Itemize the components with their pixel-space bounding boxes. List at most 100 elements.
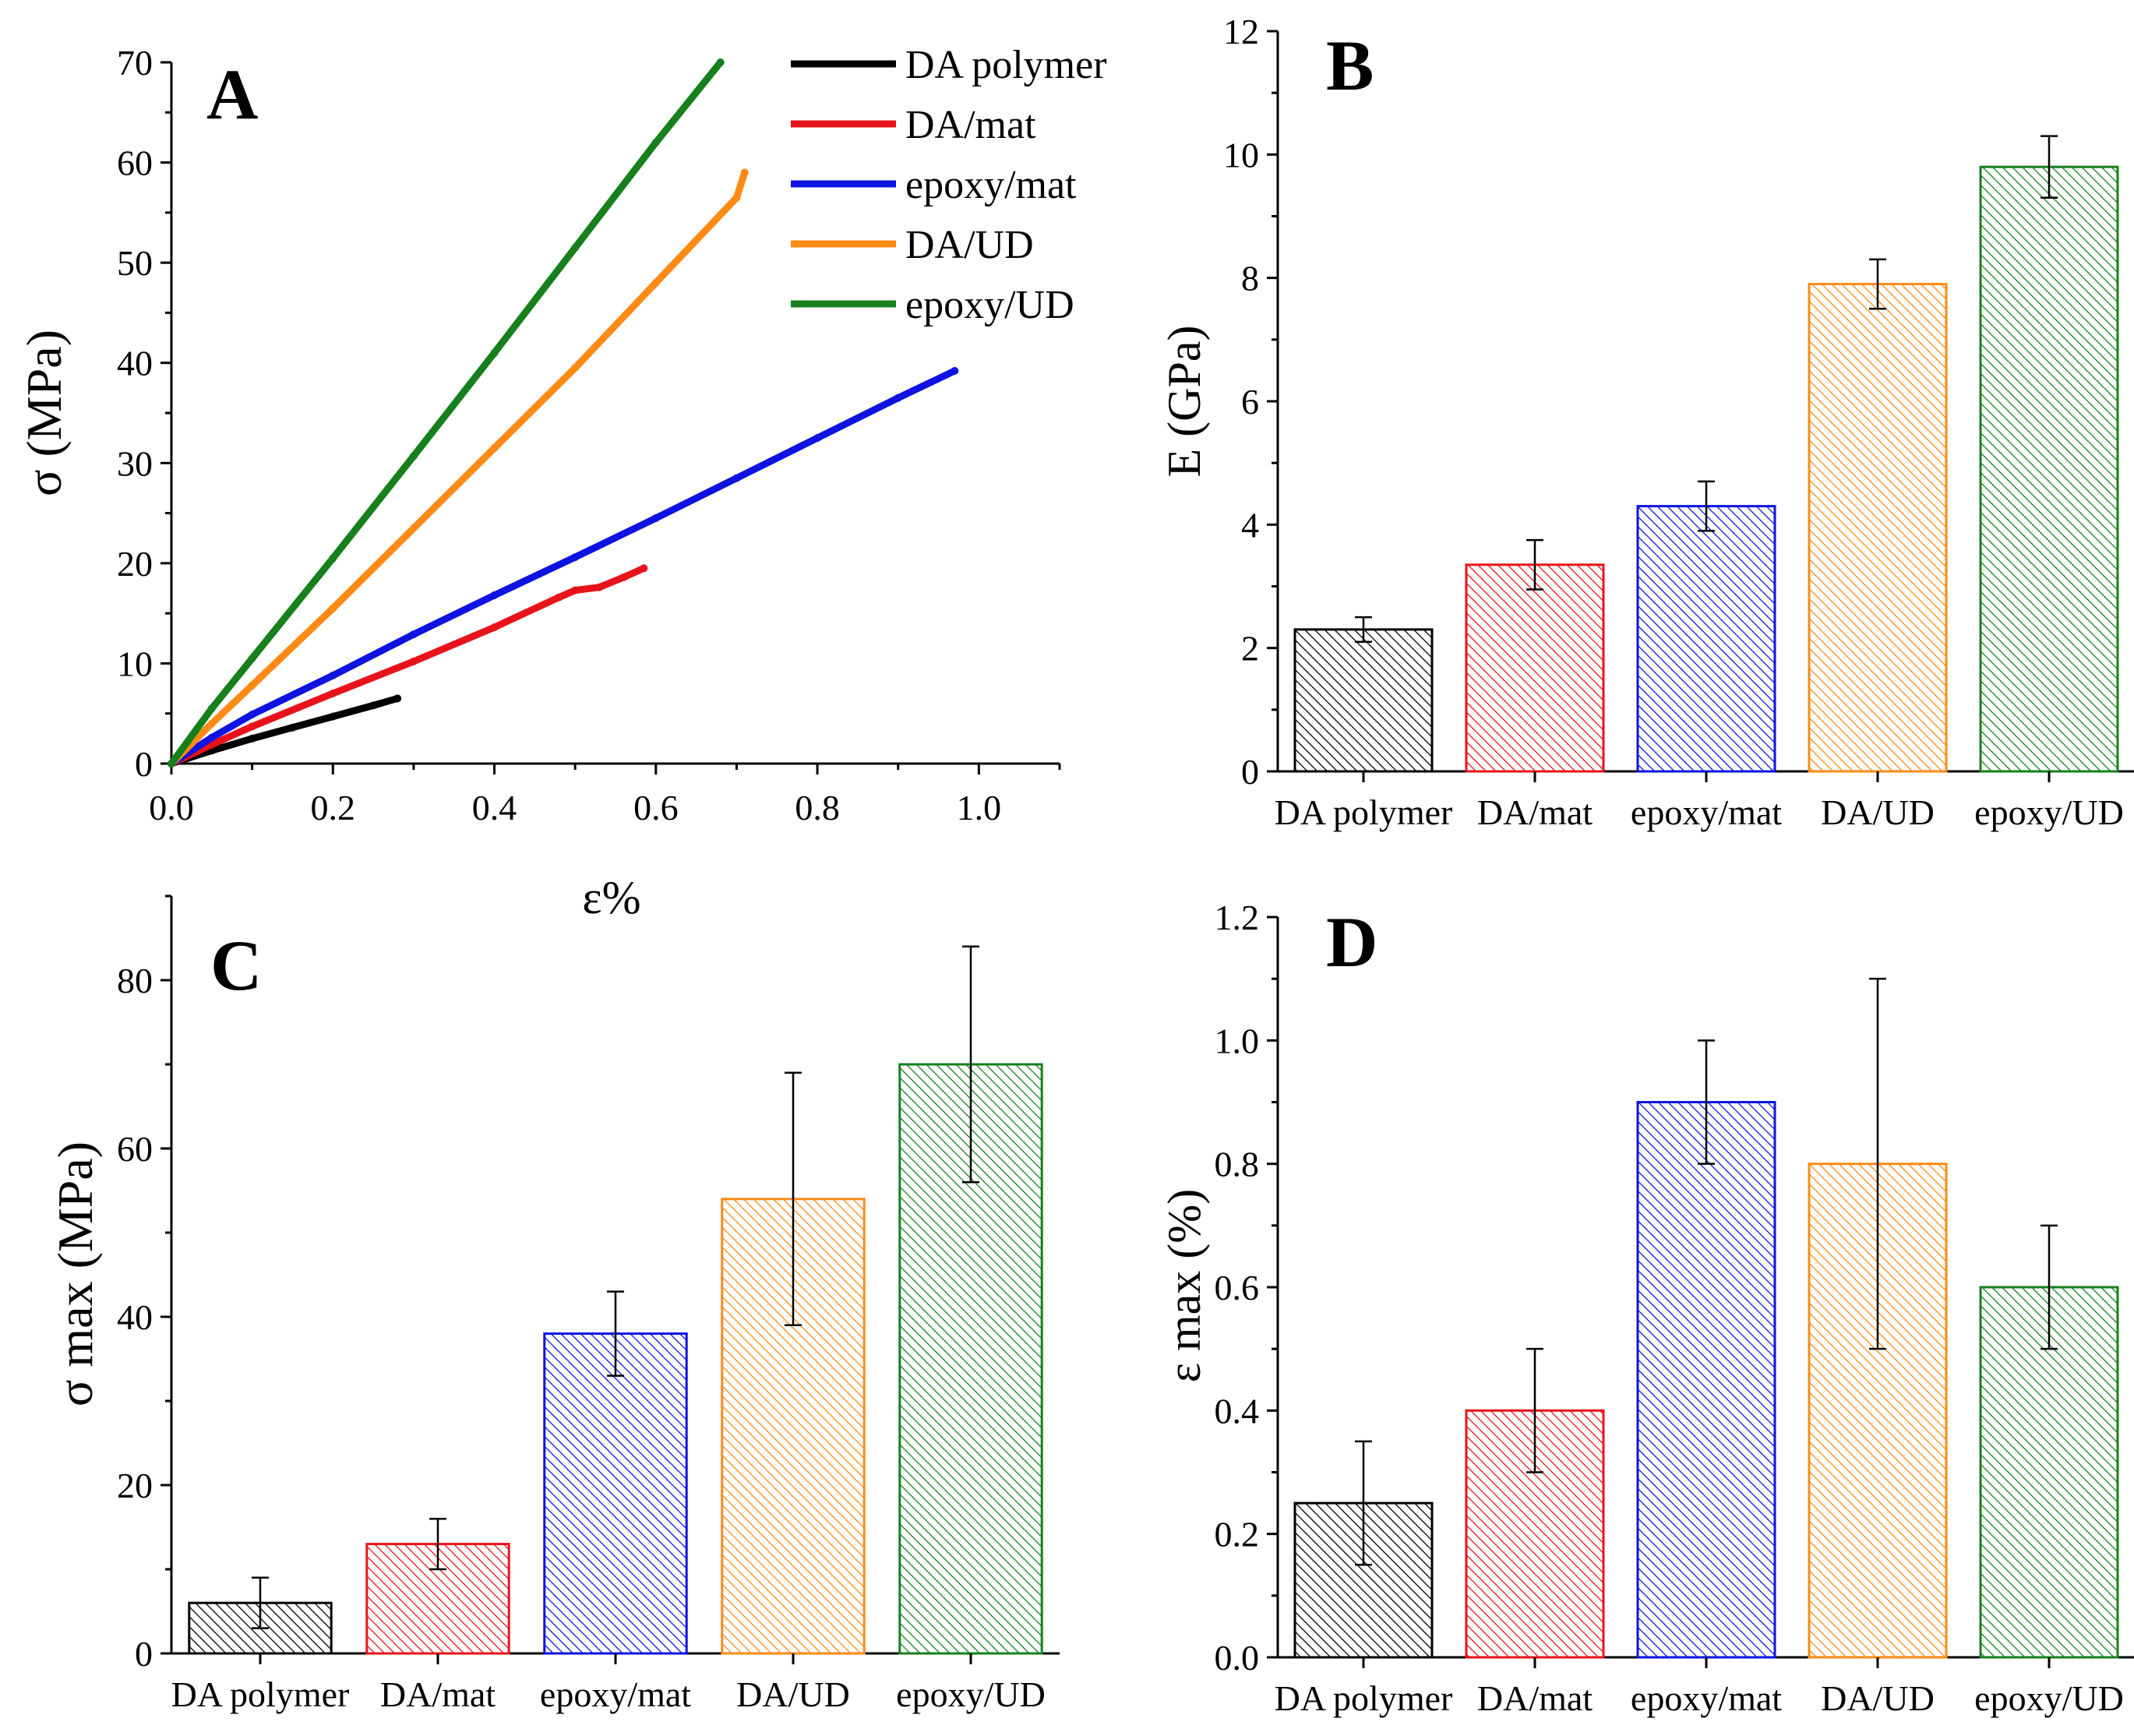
series-line-da-ud: [168, 168, 749, 767]
data-point-da-mat: [595, 583, 604, 591]
bar-da-ud: [1808, 283, 1948, 773]
y-tick-label: 8: [1241, 259, 1259, 298]
y-tick-label: 0.6: [1215, 1268, 1260, 1307]
y-tick-label: 0.8: [1215, 1145, 1260, 1184]
bar-epoxy-ud: [1979, 165, 2119, 773]
y-tick-label: 80: [117, 961, 153, 1000]
data-point-da-ud: [248, 681, 256, 690]
data-point-epoxy-ud: [716, 58, 725, 66]
x-category-label: DA polymer: [1275, 1678, 1453, 1718]
legend-label-da-polymer: DA polymer: [905, 43, 1107, 87]
panel-a-line-chart: 0 10 20 30 40 50 60 70 0.0 0.2 0.4 0.6 0.8 1.0 ε% σ (MP…: [16, 43, 1107, 923]
data-point-epoxy-ud: [651, 138, 660, 146]
data-point-da-ud: [732, 193, 741, 202]
y-tick-label: 40: [117, 1297, 153, 1337]
panel-d-strain-bar-chart: 0.0 0.2 0.4 0.6 0.8 1.0 1.2 DA polymer DA/mat epo…: [1159, 898, 2134, 1718]
y-axis-title: σ max (MPa): [48, 1141, 103, 1406]
data-point-da-mat: [490, 623, 499, 632]
y-tick-label: 0: [1241, 752, 1259, 792]
x-category-label: DA/mat: [1477, 1678, 1593, 1718]
data-point-epoxy-ud: [490, 348, 499, 357]
x-tick-label: 0.0: [149, 788, 194, 827]
y-tick-label: 1.0: [1215, 1021, 1260, 1060]
y-tick-label: 6: [1241, 382, 1259, 422]
y-tick-label: 60: [117, 1129, 153, 1169]
y-tick-label: 1.2: [1215, 898, 1260, 937]
data-point-da-ud: [651, 278, 660, 287]
y-tick-label: 12: [1223, 12, 1259, 51]
data-point-epoxy-ud: [207, 704, 216, 713]
data-point-da-mat: [619, 573, 628, 581]
data-point-epoxy-mat: [490, 591, 499, 599]
bar-epoxy-mat: [1636, 1101, 1776, 1659]
x-category-label: DA/mat: [380, 1674, 496, 1714]
data-point-da-ud: [740, 168, 749, 177]
x-category-label: DA polymer: [171, 1674, 350, 1714]
data-point-epoxy-mat: [651, 514, 660, 522]
bar-epoxy-mat: [543, 1332, 688, 1655]
y-tick-label: 0.2: [1215, 1515, 1260, 1554]
x-tick-label: 0.2: [311, 788, 356, 827]
x-tick-label: 0.4: [472, 788, 517, 827]
panel-letter: B: [1326, 26, 1374, 105]
data-point-epoxy-mat: [894, 393, 902, 402]
y-tick-label: 70: [117, 43, 153, 83]
y-tick-label: 0.4: [1215, 1391, 1260, 1431]
data-point-da-mat: [571, 586, 580, 595]
data-point-da-mat: [555, 593, 563, 602]
data-point-epoxy-mat: [248, 711, 256, 718]
legend-label-da-mat: DA/mat: [905, 103, 1036, 147]
data-point-da-ud: [571, 364, 580, 372]
data-point-epoxy-ud: [248, 655, 256, 662]
y-axis-title: ε max (%): [1159, 1189, 1210, 1382]
data-point-epoxy-mat: [409, 630, 418, 639]
data-point-da-ud: [329, 604, 337, 612]
data-point-da-ud: [409, 524, 418, 532]
y-tick-label: 4: [1241, 505, 1259, 545]
data-point-da-mat: [329, 690, 337, 697]
panel-b-modulus-bar-chart: 0 2 4 6 8 10 12 DA polymer DA/mat epoxy/mat DA/UD e…: [1159, 12, 2134, 832]
data-point-da-mat: [248, 722, 256, 731]
x-category-label: DA/UD: [1821, 1678, 1935, 1718]
data-point-da-polymer: [393, 694, 402, 703]
data-point-epoxy-mat: [329, 671, 337, 679]
data-point-epoxy-ud: [168, 760, 175, 767]
data-point-epoxy-ud: [571, 243, 580, 252]
x-category-label: epoxy/mat: [540, 1674, 691, 1714]
y-tick-label: 10: [117, 644, 153, 683]
y-tick-label: 20: [117, 1466, 153, 1505]
data-point-da-ud: [490, 444, 499, 452]
x-category-label: DA/mat: [1477, 792, 1593, 832]
data-point-epoxy-mat: [732, 474, 741, 482]
data-point-epoxy-ud: [329, 554, 337, 563]
x-category-label: epoxy/UD: [1974, 792, 2124, 832]
panel-letter: C: [210, 926, 262, 1005]
x-category-label: epoxy/UD: [896, 1674, 1046, 1714]
y-tick-label: 60: [117, 143, 153, 183]
x-axis-title: ε%: [582, 872, 640, 923]
data-point-da-mat: [409, 657, 418, 665]
x-tick-label: 0.6: [633, 788, 679, 827]
y-tick-label: 30: [117, 443, 153, 483]
x-category-label: DA polymer: [1275, 792, 1453, 832]
panel-c-strength-bar-chart: 0 20 40 60 80 DA polymer DA/mat epoxy/mat DA/UD e…: [48, 894, 1060, 1714]
bar-da-polymer: [1293, 628, 1434, 773]
y-axis-title: E (GPa): [1159, 326, 1210, 478]
panel-letter: D: [1326, 902, 1377, 982]
y-axis-title: σ (MPa): [16, 330, 72, 496]
bar-da-polymer: [1293, 1501, 1434, 1659]
bar-epoxy-mat: [1636, 505, 1776, 773]
data-point-da-polymer: [248, 734, 256, 743]
data-point-da-ud: [207, 719, 216, 728]
y-tick-label: 20: [117, 544, 153, 584]
data-point-da-polymer: [288, 723, 297, 732]
data-point-epoxy-mat: [207, 733, 216, 742]
y-tick-label: 2: [1241, 629, 1259, 669]
legend-label-epoxy-mat: epoxy/mat: [905, 163, 1077, 207]
x-category-label: DA/UD: [1821, 792, 1935, 832]
y-tick-label: 50: [117, 243, 153, 283]
y-tick-label: 0: [135, 744, 153, 784]
data-point-epoxy-ud: [409, 452, 418, 460]
y-tick-label: 40: [117, 344, 153, 383]
